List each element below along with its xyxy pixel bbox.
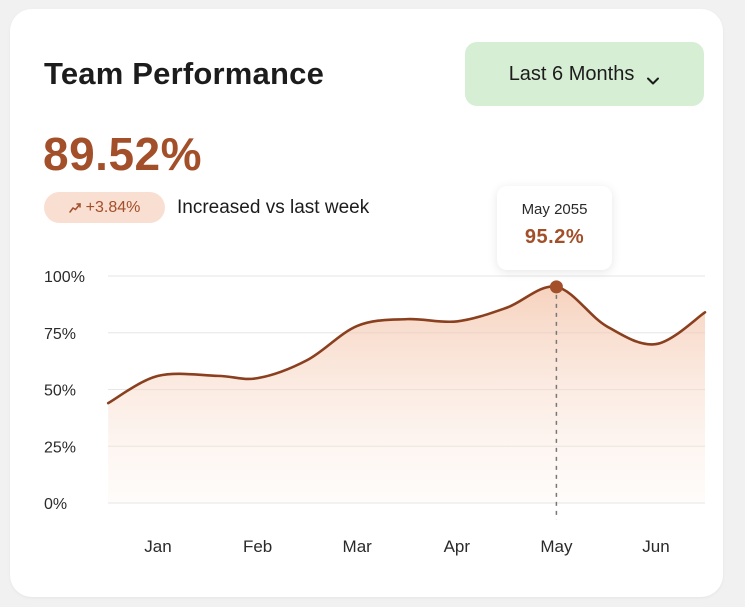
tooltip-value: 95.2%	[524, 226, 585, 248]
delta-badge: +3.84%	[44, 192, 165, 223]
y-tick-label: 100%	[44, 269, 85, 286]
chevron-down-icon	[646, 69, 660, 85]
delta-description: Increased vs last week	[177, 197, 370, 218]
tooltip-label: May 2055	[521, 201, 588, 218]
x-tick-label: Feb	[243, 537, 272, 556]
x-tick-label: Apr	[444, 537, 471, 556]
x-tick-label: Jun	[642, 537, 669, 556]
range-select-button[interactable]: Last 6 Months	[465, 42, 704, 106]
card-title: Team Performance	[44, 56, 325, 91]
x-tick-label: Jan	[144, 537, 171, 556]
y-tick-label: 50%	[44, 383, 76, 400]
trend-up-icon	[68, 201, 82, 214]
y-tick-label: 75%	[44, 326, 76, 343]
delta-value: +3.84%	[85, 198, 141, 216]
y-tick-label: 25%	[44, 439, 76, 456]
chart-tooltip: May 2055 95.2%	[497, 186, 612, 270]
x-tick-label: May	[540, 537, 573, 556]
series-line	[106, 285, 707, 405]
summary-value: 89.52%	[43, 128, 203, 180]
range-select-label: Last 6 Months	[508, 62, 635, 85]
x-tick-label: Mar	[343, 537, 373, 556]
highlight-point[interactable]	[549, 280, 563, 294]
y-tick-label: 0%	[44, 496, 67, 513]
